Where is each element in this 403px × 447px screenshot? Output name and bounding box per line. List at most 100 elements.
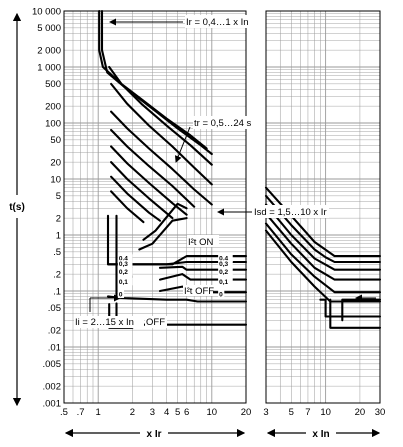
x-tick-label: 3: [150, 407, 155, 418]
y-tick-label: 50: [50, 135, 61, 146]
y-tick-label: 2: [56, 213, 61, 224]
tsd-label: 0,1: [219, 279, 228, 286]
tsd-label-bg: [218, 267, 233, 276]
y-tick-label: .05: [48, 303, 61, 314]
y-tick-label: 10: [50, 174, 61, 185]
trip-curve-9: [110, 175, 162, 222]
x-axis-title-left: x Ir: [146, 429, 161, 440]
x-tick-label: 20: [355, 407, 366, 418]
x-tick-label: 30: [375, 407, 386, 418]
ii-label: Ii = 2…15 x In: [75, 317, 134, 328]
x-tick-label: 7: [305, 407, 310, 418]
trip-curve-6: [264, 229, 382, 303]
ii-label-bg: [74, 316, 144, 328]
y-tick-label: 500: [45, 79, 61, 90]
y-axis-title: t(s): [9, 202, 25, 213]
tsd-label-bg: [218, 277, 233, 286]
y-tick-label: 2 000: [37, 45, 61, 56]
y-tick-label: .02: [48, 325, 61, 336]
x-axis-title-group-left: x Ir: [64, 428, 246, 440]
x-tick-label: 10: [207, 407, 218, 418]
trip-curve-6: [110, 128, 196, 208]
tsd-label-bg: [218, 260, 233, 268]
y-axis-title-group: t(s): [9, 12, 25, 407]
tsd-label-bg: [117, 267, 133, 276]
isd-label: Isd = 1,5…10 x Ir: [254, 207, 327, 218]
x-tick-label: 10: [320, 407, 331, 418]
tsd-label: 0: [219, 291, 223, 298]
y-tick-label: 200: [45, 101, 61, 112]
x-tick-label: .7: [77, 407, 85, 418]
tr-label: tr = 0,5…24 s: [194, 118, 252, 129]
trip-curve-7: [319, 298, 382, 318]
y-tick-label: .2: [53, 269, 61, 280]
off-label-bg: [145, 316, 167, 328]
left-chart-x-tick-labels: .5 .7 1 2 3 4 5 6 10 20: [60, 407, 251, 418]
trip-curve-3: [264, 203, 382, 271]
tr-label-bg: [193, 116, 253, 129]
i2t-off-label: I²t OFF: [184, 286, 214, 297]
tsd-label-bg: [117, 254, 133, 262]
isd-label-bg: [253, 205, 329, 218]
y-tick-label: 1: [56, 230, 61, 241]
tsd-labels-left: 0,40,30,2 0,1 0: [117, 254, 133, 298]
y-tick-label: 5 000: [37, 23, 61, 34]
trip-curve-4: [110, 82, 213, 186]
trip-curve-2: [264, 194, 382, 264]
x-axis-title-group-right: x In: [266, 428, 381, 440]
y-axis-tick-labels: 10 000 5 000 2 000 1 000 500 200 100 50 20 10 5 2 1.…: [32, 6, 61, 409]
tsd-label-bg: [117, 290, 125, 298]
trip-curve-8: [110, 161, 174, 220]
y-tick-label: .5: [53, 247, 61, 258]
right-chart-x-tick-labels: 3 5 7 10 20 30: [263, 407, 385, 418]
y-tick-label: 20: [50, 157, 61, 168]
trip-curve-8: [329, 298, 382, 329]
x-tick-label: 3: [263, 407, 268, 418]
tsd-label: 0,2: [119, 269, 128, 276]
trip-curve-9: [341, 298, 382, 322]
trip-curve-10: [110, 190, 145, 224]
y-tick-label: 100: [45, 118, 61, 129]
trip-curve-12: [138, 217, 188, 251]
i2t-on-label-bg: [187, 235, 219, 247]
trip-curve-2: [100, 9, 213, 156]
y-tick-label: 10 000: [32, 6, 61, 17]
y-tick-label: 5: [56, 191, 61, 202]
trip-curve-11: [142, 202, 188, 241]
trip-curve-5: [264, 222, 382, 294]
y-tick-label: .1: [53, 286, 61, 297]
tsd-label: 0,4: [119, 255, 128, 262]
ir-label: Ir = 0,4…1 x In: [186, 17, 249, 28]
x-tick-label: 20: [241, 407, 252, 418]
y-tick-label: 1 000: [37, 62, 61, 73]
tsd-label: 0: [119, 291, 123, 298]
x-tick-label: 5: [289, 407, 294, 418]
tsd-label: 0,2: [219, 269, 228, 276]
left-chart-grid: [63, 11, 247, 404]
ir-label-bg: [185, 15, 251, 28]
tsd-label: 0,3: [119, 261, 128, 268]
left-chart-frame: [63, 10, 247, 404]
y-tick-label: .01: [48, 342, 61, 353]
y-tick-label: .005: [43, 359, 62, 370]
y-tick-label: .002: [43, 381, 62, 392]
x-tick-label: 2: [130, 407, 135, 418]
tsd-label: 0,4: [219, 255, 228, 262]
x-tick-label: 5: [175, 407, 180, 418]
trip-curve-4: [264, 212, 382, 281]
tsd-label: 0,3: [219, 261, 228, 268]
tsd-label-bg: [117, 260, 133, 268]
x-tick-label: 4: [164, 407, 169, 418]
trip-curve-7: [110, 145, 188, 216]
tsd-label-bg: [218, 254, 233, 262]
off-label: OFF: [146, 317, 165, 328]
tsd-label-bg: [218, 290, 225, 298]
trip-curve-15: [158, 265, 248, 271]
time-current-chart-x-ir: .5 .7 1 2 3 4 5 6 10 20: [60, 9, 251, 418]
curve-annotations: Ir = 0,4…1 x In tr = 0,5…24 s Isd = 1,5……: [74, 15, 376, 328]
time-current-chart-x-in: 3 5 7 10 20 30: [263, 10, 385, 418]
tsd-label-bg: [117, 277, 133, 286]
x-axis-title-right: x In: [312, 429, 329, 440]
x-tick-label: .5: [60, 407, 68, 418]
